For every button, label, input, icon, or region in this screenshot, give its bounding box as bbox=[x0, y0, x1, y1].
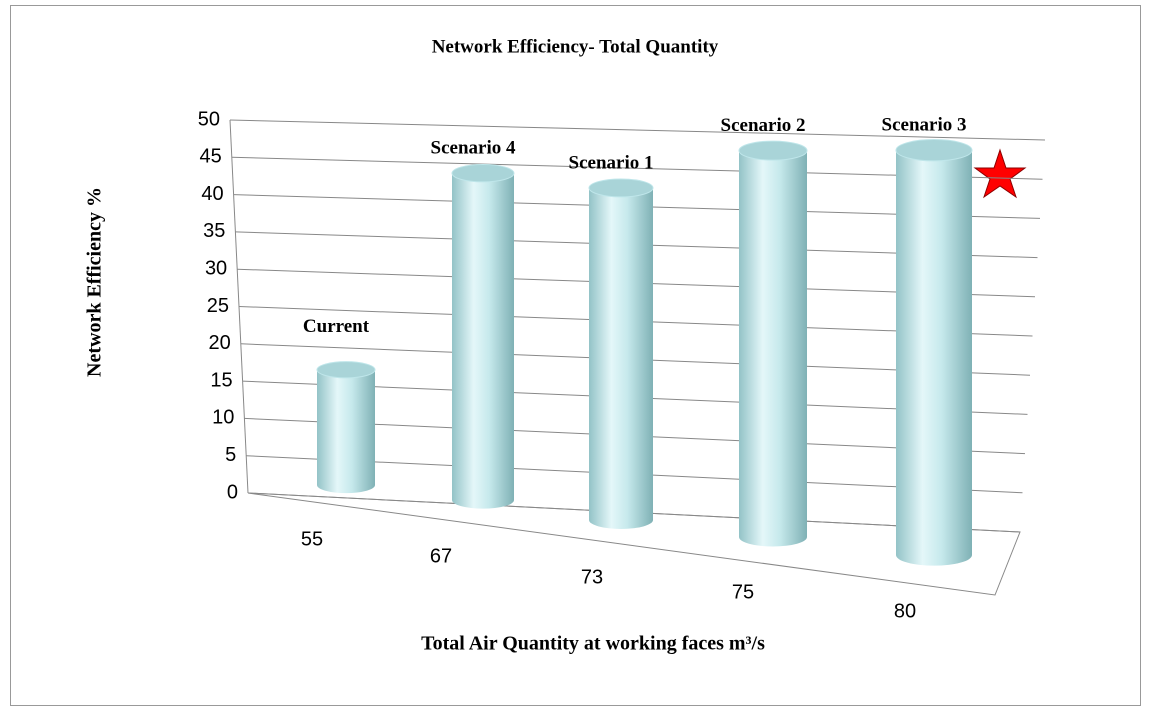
bar-label: Current bbox=[303, 316, 370, 337]
y-axis-label: Network Efficiency % bbox=[84, 187, 106, 377]
bar-top bbox=[738, 140, 808, 161]
bar-body bbox=[317, 369, 375, 485]
bar-top bbox=[316, 361, 376, 379]
bar-label: Scenario 2 bbox=[721, 115, 806, 136]
y-tick-label: 50 bbox=[198, 108, 220, 130]
bar bbox=[451, 164, 515, 509]
bar-label: Scenario 3 bbox=[882, 115, 967, 136]
x-axis-label: Total Air Quantity at working faces m³/s bbox=[421, 633, 765, 655]
y-tick-label: 25 bbox=[207, 295, 229, 317]
chart-title: Network Efficiency- Total Quantity bbox=[432, 36, 719, 57]
bar-body bbox=[896, 150, 972, 555]
bar bbox=[316, 361, 376, 494]
x-tick-label: 75 bbox=[732, 581, 754, 603]
y-tick-label: 35 bbox=[203, 220, 225, 242]
bar bbox=[895, 139, 973, 566]
y-tick-label: 30 bbox=[205, 257, 227, 279]
y-tick-label: 20 bbox=[209, 332, 231, 354]
bar-top bbox=[451, 164, 515, 183]
bar-label: Scenario 1 bbox=[569, 152, 654, 173]
bar-body bbox=[589, 187, 653, 520]
bar bbox=[738, 140, 808, 547]
x-tick-label: 55 bbox=[301, 528, 323, 550]
bar bbox=[588, 178, 654, 529]
y-tick-label: 10 bbox=[212, 407, 234, 429]
bar-label: Scenario 4 bbox=[431, 138, 516, 159]
y-tick-label: 5 bbox=[225, 444, 236, 466]
x-tick-label: 67 bbox=[430, 545, 452, 567]
y-tick-label: 45 bbox=[200, 146, 222, 168]
bar-body bbox=[739, 150, 807, 537]
bar-body bbox=[452, 173, 514, 500]
bar-top bbox=[895, 139, 973, 162]
x-tick-label: 73 bbox=[581, 566, 603, 588]
x-tick-label: 80 bbox=[894, 600, 916, 622]
star bbox=[973, 148, 1027, 199]
y-tick-label: 15 bbox=[210, 369, 232, 391]
y-tick-label: 0 bbox=[227, 481, 238, 503]
bar-top bbox=[588, 178, 654, 198]
grid-line bbox=[229, 119, 1046, 141]
y-tick-label: 40 bbox=[201, 183, 223, 205]
